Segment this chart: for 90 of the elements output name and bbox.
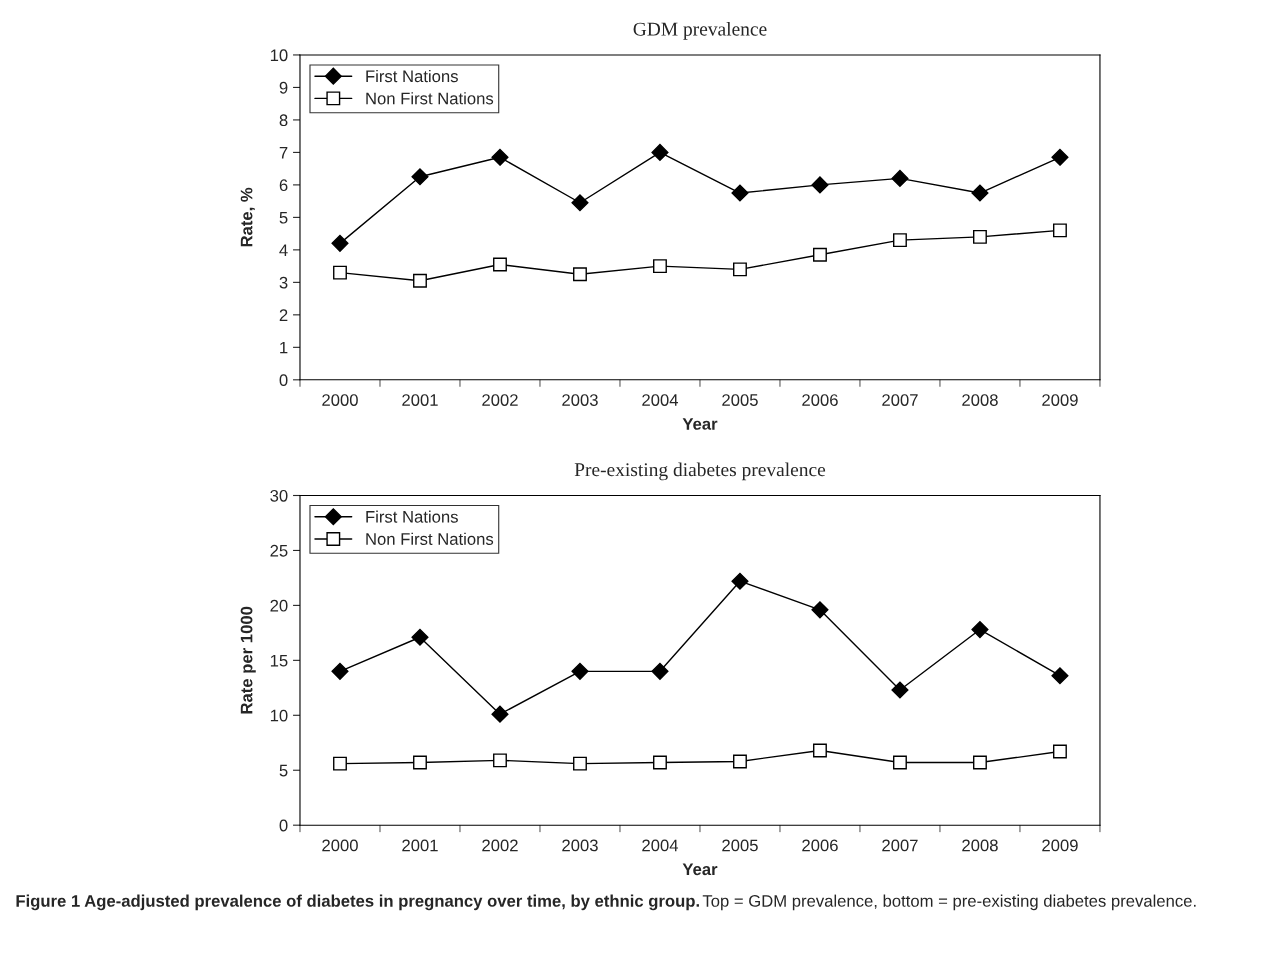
- x-tick-label: 2000: [322, 394, 358, 406]
- caption: Figure 1 Age-adjusted prevalence of diabetes in pregnancy over time, by ethnic group.: [16, 894, 699, 911]
- point: [331, 234, 349, 252]
- x-tick-label: 2002: [482, 839, 518, 852]
- point: [811, 601, 829, 619]
- point: [411, 628, 429, 646]
- y-tick-label: 15: [270, 654, 288, 667]
- y-tick-label: 3: [279, 276, 288, 289]
- point: [893, 233, 907, 248]
- y-tick-label: 25: [270, 544, 288, 557]
- point: [731, 184, 749, 202]
- legend-label: First Nations: [366, 69, 458, 83]
- y-tick-label: 1: [280, 341, 288, 354]
- point: [333, 756, 347, 771]
- point: [731, 572, 749, 590]
- x-axis-title: Year: [682, 863, 718, 876]
- y-tick-label: 2: [279, 309, 288, 321]
- legend-label: Non First Nations: [366, 92, 494, 105]
- point: [893, 755, 907, 770]
- x-tick-label: 2004: [642, 394, 679, 406]
- x-tick-label: 2005: [722, 394, 758, 406]
- x-tick-label: 2003: [562, 394, 598, 406]
- x-tick-label: 2008: [962, 839, 998, 852]
- legend-label: Non First Nations: [366, 532, 494, 545]
- y-tick-label: 8: [279, 114, 288, 127]
- point: [651, 143, 669, 161]
- point: [493, 257, 507, 272]
- point: [971, 184, 989, 202]
- x-tick-label: 2004: [642, 839, 679, 852]
- x-tick-label: 2002: [482, 394, 518, 406]
- point: [733, 262, 747, 277]
- x-tick-label: 2003: [562, 839, 598, 852]
- point: [571, 194, 589, 212]
- point: [413, 273, 427, 288]
- y-tick-label: 20: [270, 599, 288, 612]
- point: [733, 754, 747, 769]
- y-tick-label: 0: [279, 374, 288, 387]
- y-tick-label: 10: [270, 49, 288, 62]
- point: [651, 662, 669, 680]
- y-tick-label: 4: [279, 244, 288, 256]
- point: [1051, 667, 1069, 685]
- x-tick-label: 2001: [402, 839, 438, 852]
- y-tick-label: 7: [279, 146, 288, 159]
- y-axis-title: Rate, %: [240, 187, 255, 247]
- point: [813, 743, 827, 758]
- y-tick-label: 10: [270, 709, 288, 722]
- legend-label: First Nations: [366, 510, 458, 523]
- text: Top = GDM prevalence, bottom = pre-existing diabetes prevalence.: [702, 894, 1196, 911]
- point: [333, 265, 347, 280]
- x-tick-label: 2006: [802, 839, 838, 852]
- y-tick-label: 30: [270, 489, 288, 502]
- point: [573, 267, 587, 282]
- point: [1053, 223, 1067, 238]
- point: [653, 755, 667, 770]
- x-tick-label: 2009: [1042, 394, 1078, 406]
- x-tick-label: 2009: [1042, 839, 1078, 852]
- x-tick-label: 2000: [322, 839, 358, 852]
- point: [653, 259, 667, 274]
- x-tick-label: 2001: [402, 394, 438, 406]
- point: [891, 169, 909, 187]
- y-tick-label: 9: [279, 81, 288, 94]
- x-tick-label: 2005: [722, 839, 758, 852]
- point: [491, 148, 509, 166]
- x-tick-label: 2007: [882, 394, 918, 406]
- point: [1051, 148, 1069, 166]
- y-tick-label: 0: [279, 819, 288, 832]
- chart-title: Pre-existing diabetes prevalence: [574, 462, 826, 481]
- x-tick-label: 2008: [962, 394, 998, 406]
- point: [971, 621, 989, 639]
- point: [813, 247, 827, 262]
- point: [973, 229, 987, 244]
- point: [491, 705, 509, 723]
- point: [891, 681, 909, 699]
- point: [493, 753, 507, 768]
- y-tick-label: 6: [279, 179, 288, 192]
- point: [1053, 744, 1067, 759]
- point: [573, 756, 587, 771]
- y-tick-label: 5: [279, 211, 288, 224]
- point: [811, 176, 829, 194]
- x-axis-title: Year: [682, 418, 718, 430]
- chart-title: GDM prevalence: [633, 22, 767, 40]
- y-axis-title: Rate per 1000: [240, 606, 256, 714]
- point: [571, 662, 589, 680]
- point: [973, 755, 987, 770]
- point: [411, 168, 429, 186]
- point: [413, 755, 427, 770]
- y-tick-label: 5: [279, 764, 288, 777]
- x-tick-label: 2006: [802, 394, 838, 406]
- x-tick-label: 2007: [882, 839, 918, 852]
- point: [331, 662, 349, 680]
